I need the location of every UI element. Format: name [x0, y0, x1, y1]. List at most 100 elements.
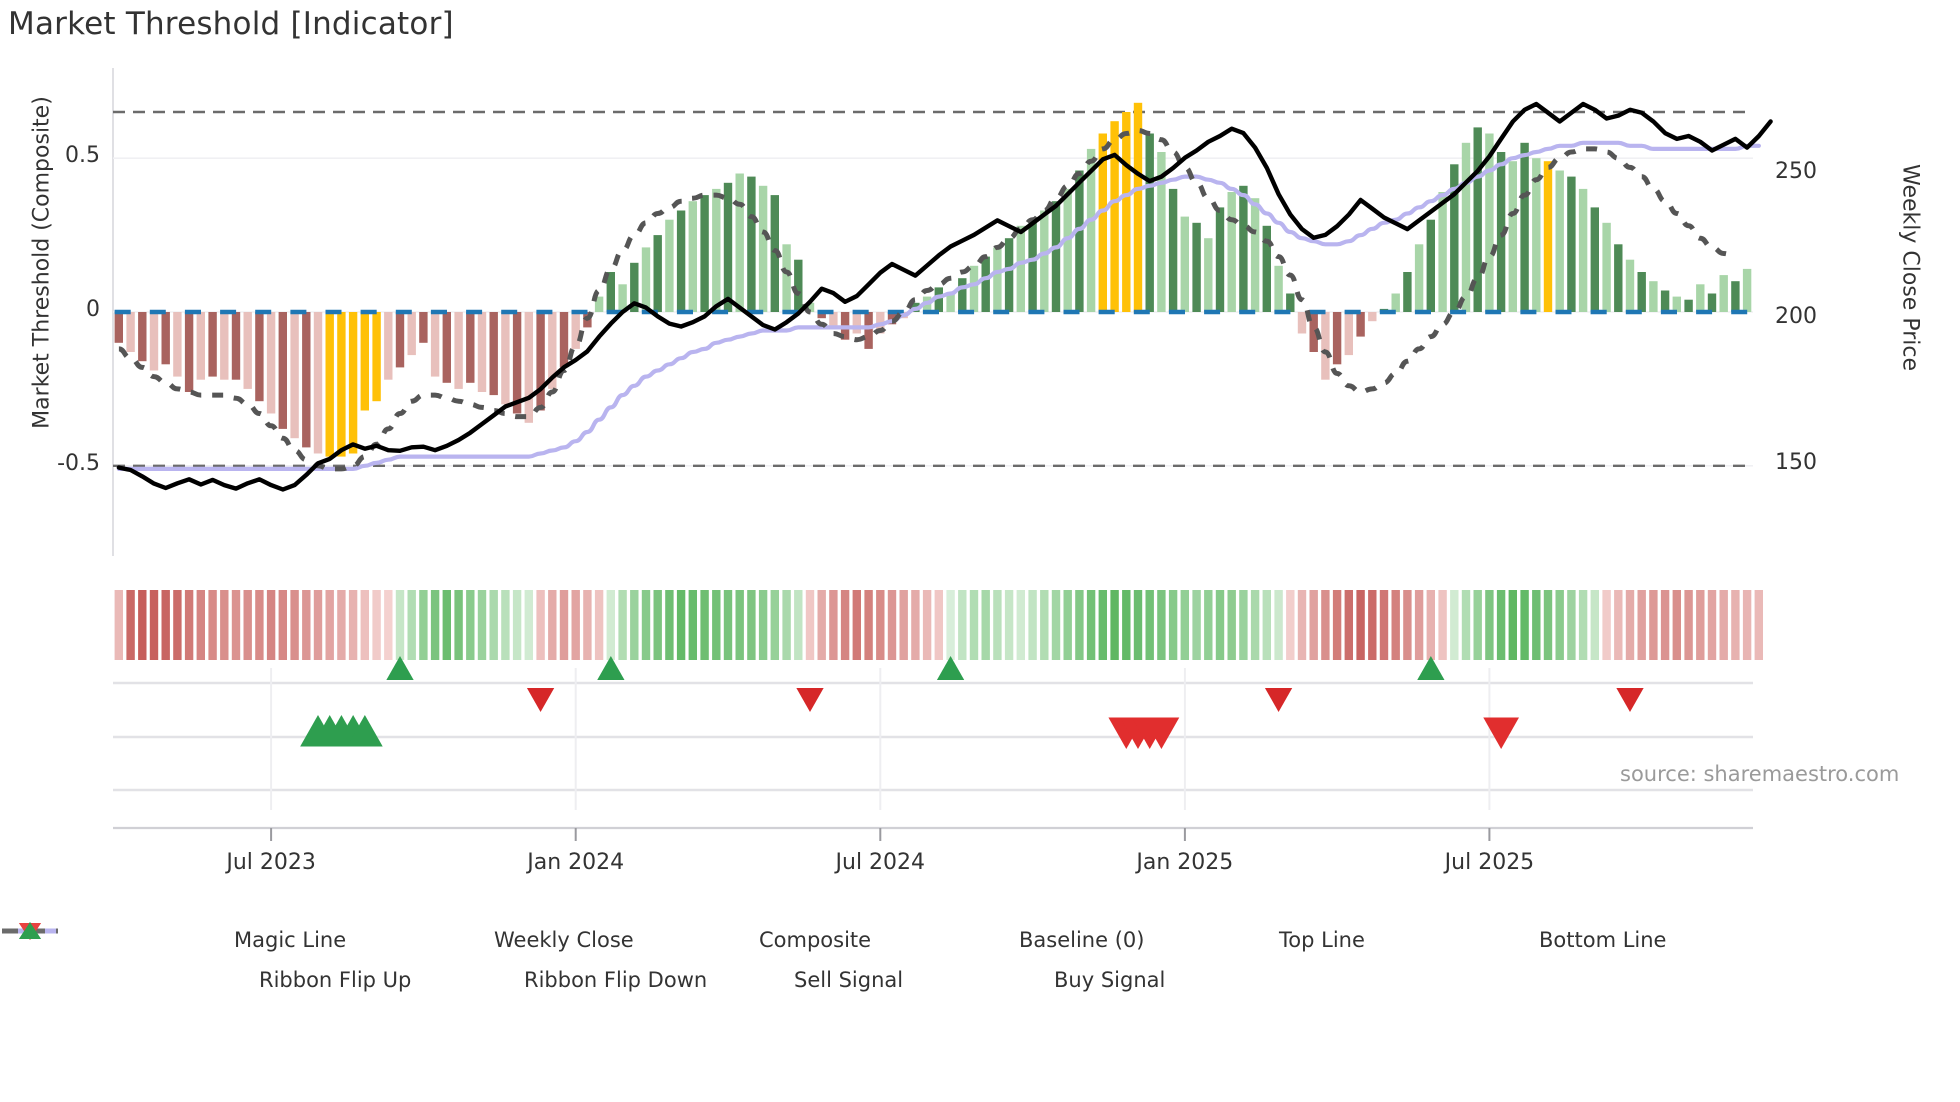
histogram-bar [372, 312, 381, 402]
histogram-bar [1578, 188, 1588, 312]
histogram-bar [630, 262, 639, 312]
histogram-bar [255, 312, 264, 402]
ribbon-cell [594, 590, 604, 660]
ribbon-cell [840, 590, 850, 660]
ribbon-cell [1227, 590, 1236, 660]
histogram-bar [220, 312, 229, 380]
ribbon-cell [1754, 590, 1763, 660]
ribbon-cell [1602, 590, 1611, 660]
legend-item-composite[interactable]: Composite [2, 928, 945, 952]
legend-item-sell-signal[interactable]: Sell Signal [19, 923, 980, 992]
legend-item-weekly-close[interactable]: Weekly Close [2, 928, 685, 952]
magic-line [118, 128, 1736, 472]
ribbon-cell [688, 590, 697, 660]
y-tick-right-1: 200 [1775, 304, 1817, 330]
ribbon-cell [1473, 590, 1482, 660]
histogram-bar [1649, 281, 1658, 312]
ribbon-cell [1028, 590, 1037, 660]
histogram-bar [1637, 272, 1646, 312]
legend-item-bottom-line[interactable]: Bottom Line [2, 928, 1745, 952]
ribbon-cell [887, 590, 897, 660]
histogram-bar [758, 185, 768, 312]
histogram-bar [1180, 216, 1189, 312]
legend-item-magic-line[interactable]: Magic Line [2, 928, 420, 952]
histogram-bar [571, 312, 580, 349]
histogram-bar [149, 312, 159, 371]
histogram-bar [1063, 188, 1072, 312]
weekly-close-line [116, 101, 1773, 492]
ribbon-cell [430, 590, 440, 660]
histogram-bar [1719, 275, 1728, 312]
ribbon-cell [243, 590, 252, 660]
histogram-bar [1344, 312, 1353, 356]
ribbon-cell [1004, 590, 1014, 660]
ribbon-cell [1543, 590, 1553, 660]
ribbon-cell [1696, 590, 1705, 660]
histogram-bar [430, 312, 440, 377]
histogram-bar [524, 312, 533, 423]
ribbon-cell [255, 590, 264, 660]
legend-item-buy-signal[interactable]: Buy Signal [19, 922, 1280, 992]
histogram-bar [782, 244, 791, 312]
ribbon-cell [1332, 590, 1342, 660]
ribbon-cell [1368, 590, 1377, 660]
histogram-bar [665, 219, 674, 312]
histogram-bar [1297, 312, 1307, 334]
legend-item-top-line[interactable]: Top Line [2, 928, 1465, 952]
histogram-bar [829, 312, 838, 328]
ribbon-cell [958, 590, 967, 660]
histogram-bar [407, 312, 416, 356]
ribbon-cell [1063, 590, 1072, 660]
ribbon-cell [665, 590, 674, 660]
ribbon-cell [1145, 590, 1154, 660]
histogram-bar [512, 312, 522, 414]
histogram-bar [559, 312, 569, 368]
histogram-bar [1696, 284, 1705, 312]
histogram-bar [325, 312, 334, 457]
histogram-bar [1321, 312, 1330, 380]
ribbon-cell [1356, 590, 1365, 660]
histogram-bar [606, 272, 615, 312]
histogram-bar [243, 312, 252, 389]
ribbon-flip-down-marker [796, 687, 824, 712]
ribbon-cell [571, 590, 580, 660]
histogram-bar [1590, 207, 1599, 312]
histogram-bar [1157, 152, 1166, 312]
ribbon-cell [1157, 590, 1166, 660]
histogram-bar [1602, 222, 1611, 312]
ribbon-cell [126, 590, 135, 660]
legend-item-baseline-0[interactable]: Baseline (0) [2, 928, 1205, 952]
histogram-bar [1192, 222, 1201, 312]
ribbon-cell [1215, 590, 1225, 660]
histogram-bar [360, 312, 369, 411]
legend-label: Top Line [1279, 928, 1365, 952]
legend-label: Baseline (0) [1019, 928, 1145, 952]
ribbon-cell [1016, 590, 1025, 660]
ribbon-cell [1461, 590, 1471, 660]
histogram-bar [1414, 244, 1424, 312]
histogram-bar [1133, 102, 1143, 312]
histogram-bar [1086, 148, 1096, 312]
legend-item-ribbon-flip-down[interactable]: Ribbon Flip Down [19, 923, 720, 992]
ribbon-cell [782, 590, 791, 660]
histogram-bar [1227, 192, 1236, 312]
legend-label: Composite [759, 928, 872, 952]
histogram-bar [594, 296, 604, 312]
ribbon-cell [184, 590, 194, 660]
histogram-bar [313, 312, 323, 454]
histogram-bar [1215, 207, 1225, 312]
y-tick-left-0: 0.5 [65, 143, 100, 169]
ribbon-cell [735, 590, 744, 660]
legend-label: Weekly Close [494, 928, 634, 952]
histogram-bar [1403, 272, 1412, 312]
histogram-bar [1004, 238, 1014, 312]
histogram-bar [384, 312, 393, 380]
histogram-bar [302, 312, 311, 448]
legend-item-ribbon-flip-up[interactable]: Ribbon Flip Up [19, 922, 450, 992]
ribbon-cell [1649, 590, 1658, 660]
ribbon-cell [512, 590, 522, 660]
histogram-bar [1625, 259, 1635, 312]
ribbon-cell [653, 590, 662, 660]
ribbon-cell [372, 590, 381, 660]
